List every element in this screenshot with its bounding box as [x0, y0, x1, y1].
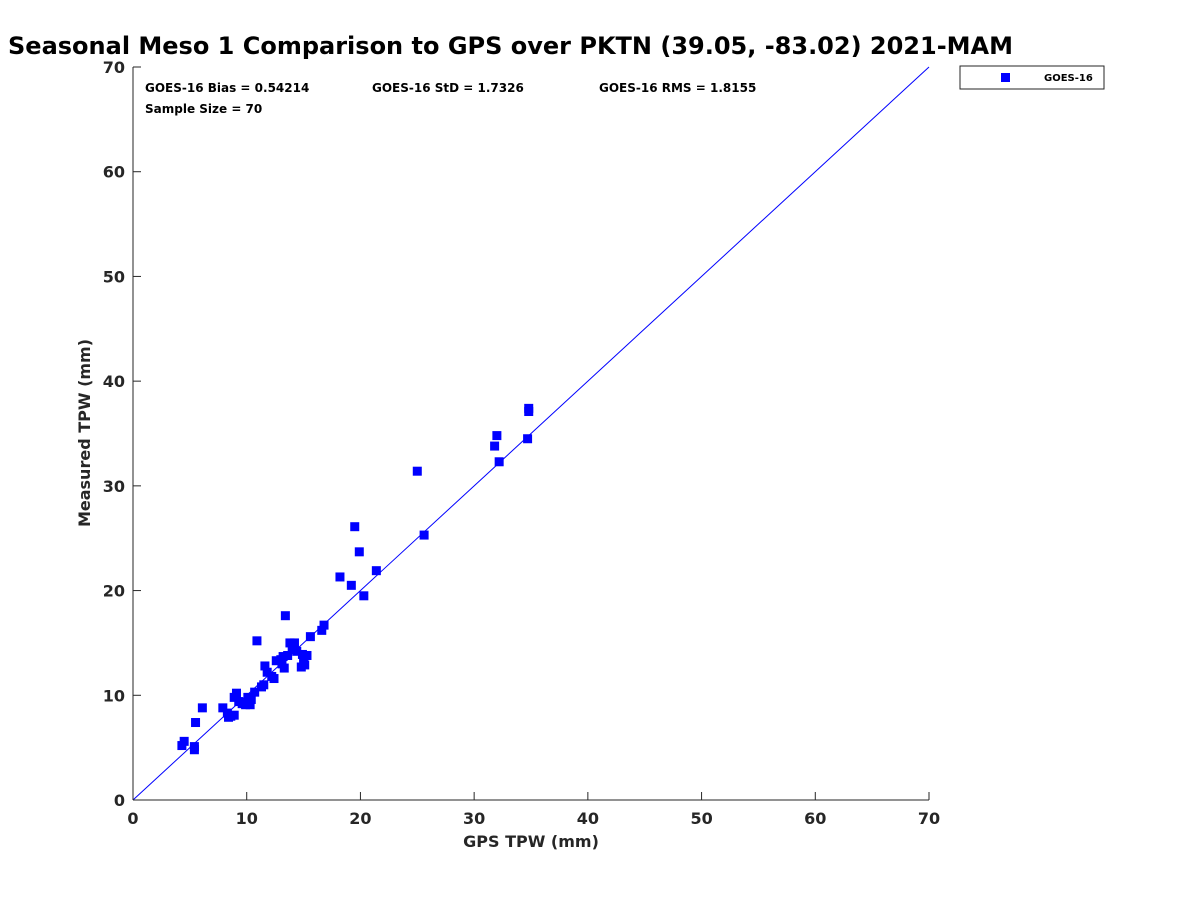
x-axis-ticks: 0 10 20 30 40 50 60 70 [127, 792, 940, 828]
legend-box [959, 65, 1105, 90]
data-point [354, 547, 364, 557]
data-point [179, 736, 189, 746]
data-point [319, 620, 329, 630]
data-point [524, 403, 534, 413]
y-tick-label: 30 [103, 477, 125, 496]
data-point [283, 650, 293, 660]
x-tick-label: 0 [127, 809, 138, 828]
data-point [279, 663, 289, 673]
data-point [259, 680, 269, 690]
y-tick-label: 50 [103, 267, 125, 286]
x-tick-label: 50 [690, 809, 712, 828]
data-point [229, 710, 239, 720]
data-point [523, 434, 533, 444]
data-point [292, 646, 302, 656]
data-point [246, 694, 256, 704]
y-tick-label: 20 [103, 582, 125, 601]
data-point [197, 703, 207, 713]
data-point [317, 625, 327, 635]
data-point [250, 687, 260, 697]
data-point [289, 638, 299, 648]
y-tick-label: 40 [103, 372, 125, 391]
x-tick-label: 10 [236, 809, 258, 828]
data-point [245, 700, 255, 710]
data-point [490, 441, 500, 451]
data-point [492, 431, 502, 441]
data-point [300, 660, 310, 670]
data-point [278, 652, 288, 662]
data-points [177, 403, 534, 755]
data-point [231, 688, 241, 698]
std-stat: GOES-16 StD = 1.7326 [372, 81, 524, 95]
data-point [269, 674, 279, 684]
data-point [305, 632, 315, 642]
data-point [335, 572, 345, 582]
data-point [346, 580, 356, 590]
legend-marker [1001, 73, 1010, 82]
data-point [412, 466, 422, 476]
one-to-one-reference-line [132, 66, 930, 801]
data-point [285, 638, 295, 648]
data-point [419, 530, 429, 540]
data-point [271, 656, 281, 666]
data-point [262, 667, 272, 677]
data-point [189, 745, 199, 755]
data-point [371, 566, 381, 576]
data-point [302, 650, 312, 660]
y-axis-ticks: 0 10 20 30 40 50 60 70 [103, 58, 141, 810]
x-tick-label: 30 [463, 809, 485, 828]
data-point [260, 661, 270, 671]
data-point [280, 611, 290, 621]
x-axis-label: GPS TPW (mm) [463, 832, 599, 851]
y-tick-label: 10 [103, 686, 125, 705]
chart-title: Seasonal Meso 1 Comparison to GPS over P… [8, 32, 1013, 60]
x-tick-label: 70 [918, 809, 940, 828]
bias-stat: GOES-16 Bias = 0.54214 [145, 81, 309, 95]
data-point [287, 644, 297, 654]
y-tick-label: 70 [103, 58, 125, 77]
y-tick-label: 60 [103, 163, 125, 182]
data-point [218, 703, 228, 713]
data-point [252, 636, 262, 646]
rms-stat: GOES-16 RMS = 1.8155 [599, 81, 756, 95]
data-point [494, 457, 504, 467]
x-tick-label: 60 [804, 809, 826, 828]
data-point [191, 718, 201, 728]
sample-size-stat: Sample Size = 70 [145, 102, 262, 116]
data-point [241, 700, 251, 710]
y-tick-label: 0 [114, 791, 125, 810]
legend: GOES-16 [959, 65, 1105, 90]
legend-label: GOES-16 [1044, 73, 1093, 84]
y-axis-label: Measured TPW (mm) [75, 339, 94, 527]
data-point [359, 591, 369, 601]
plot-area: 0 10 20 30 40 50 60 70 0 10 20 30 40 50 60 70 [103, 58, 940, 828]
x-tick-label: 20 [349, 809, 371, 828]
data-point [350, 522, 360, 532]
x-tick-label: 40 [577, 809, 599, 828]
data-point [297, 649, 307, 659]
